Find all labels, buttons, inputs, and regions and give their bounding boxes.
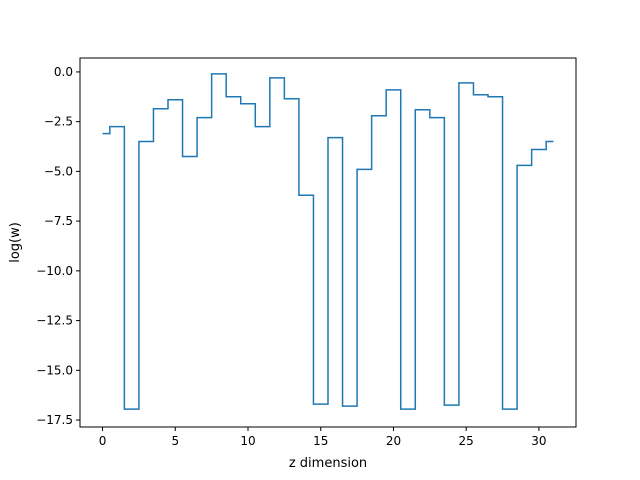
x-tick-label: 20 xyxy=(386,434,401,448)
y-tick-label: 0.0 xyxy=(54,65,73,79)
y-tick-label: −2.5 xyxy=(44,115,73,129)
y-axis-label: log(w) xyxy=(8,222,23,263)
y-tick-label: −12.5 xyxy=(36,314,73,328)
y-tick-label: −10.0 xyxy=(36,264,73,278)
x-axis-label: z dimension xyxy=(289,456,367,471)
x-tick-label: 0 xyxy=(99,434,107,448)
axes-frame xyxy=(79,57,577,428)
x-tick-label: 5 xyxy=(171,434,179,448)
x-axis-ticks: 0 5 10 15 20 25 30 xyxy=(99,427,547,448)
x-tick-label: 30 xyxy=(531,434,546,448)
x-tick-label: 10 xyxy=(240,434,255,448)
y-axis-ticks: 0.0 −2.5 −5.0 −7.5 −10.0 −12.5 −15.0 −17.5 xyxy=(36,65,80,427)
y-tick-label: −7.5 xyxy=(44,214,73,228)
y-tick-label: −5.0 xyxy=(44,164,73,178)
y-tick-label: −15.0 xyxy=(36,363,73,377)
y-tick-label: −17.5 xyxy=(36,413,73,427)
x-tick-label: 15 xyxy=(313,434,328,448)
x-tick-label: 25 xyxy=(459,434,474,448)
series-line-0 xyxy=(102,73,554,410)
plot-area xyxy=(102,73,554,410)
